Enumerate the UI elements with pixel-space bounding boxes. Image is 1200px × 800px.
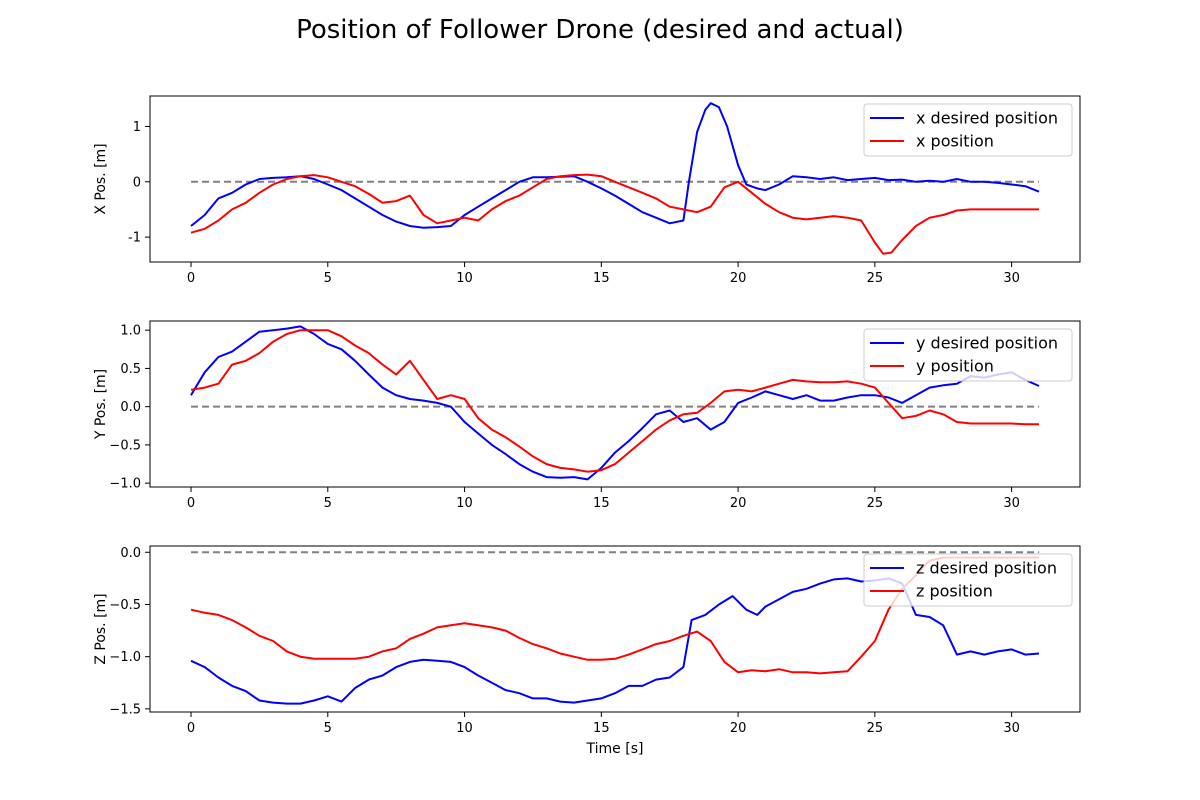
y-tick-label: 1 bbox=[133, 120, 141, 135]
x-tick-label: 30 bbox=[1003, 496, 1020, 511]
series-line-actual bbox=[190, 173, 1039, 255]
x-tick-label: 15 bbox=[593, 271, 610, 286]
legend: z desired position z position bbox=[863, 553, 1073, 607]
y-axis-label: Y Pos. [m] bbox=[93, 369, 109, 440]
legend-label: x position bbox=[916, 132, 994, 151]
axes-frame bbox=[149, 320, 1081, 488]
subplots: 0 5 10 15 20 25 30 -1 0 1 X Pos. [m] x desired posi… bbox=[93, 95, 1081, 757]
y-tick-label: -1 bbox=[128, 231, 141, 246]
axes-frame bbox=[149, 545, 1081, 713]
legend-label: x desired position bbox=[916, 109, 1058, 128]
y-tick-label: 0 bbox=[133, 175, 141, 190]
legend-box bbox=[863, 103, 1073, 157]
x-tick-label: 30 bbox=[1003, 721, 1020, 736]
subplot-3: 0 5 10 15 20 25 30 −1.5 −1.0 −0.5 0.0 Z Pos. [m] Tim… bbox=[93, 545, 1081, 757]
y-tick-label: −1.0 bbox=[109, 477, 141, 492]
legend-label: z desired position bbox=[916, 559, 1057, 578]
legend: x desired position x position bbox=[863, 103, 1073, 157]
x-tick-label: 0 bbox=[187, 721, 195, 736]
x-axis-label: Time [s] bbox=[586, 741, 644, 757]
x-tick-label: 20 bbox=[730, 271, 747, 286]
x-tick-label: 30 bbox=[1003, 271, 1020, 286]
y-tick-label: −1.5 bbox=[109, 702, 141, 717]
y-axis-label: Z Pos. [m] bbox=[93, 593, 109, 664]
x-tick-label: 10 bbox=[456, 496, 473, 511]
x-tick-label: 25 bbox=[867, 496, 884, 511]
legend-box bbox=[863, 328, 1073, 382]
subplot-2: 0 5 10 15 20 25 30 −1.0 −0.5 0.0 0.5 1.0 Y Pos. [m] y… bbox=[93, 320, 1081, 511]
series-line-desired bbox=[190, 102, 1040, 229]
axes-frame bbox=[149, 95, 1081, 263]
legend-label: z position bbox=[916, 582, 993, 601]
x-tick-label: 25 bbox=[867, 271, 884, 286]
figure-title: Position of Follower Drone (desired and … bbox=[296, 15, 904, 45]
series-line-desired bbox=[190, 325, 1040, 481]
legend-box bbox=[863, 553, 1073, 607]
x-tick-label: 10 bbox=[456, 271, 473, 286]
x-tick-label: 10 bbox=[456, 721, 473, 736]
y-tick-label: 1.0 bbox=[120, 324, 141, 339]
x-tick-label: 5 bbox=[324, 271, 332, 286]
series-line-actual bbox=[190, 329, 1039, 473]
x-tick-label: 5 bbox=[324, 496, 332, 511]
y-axis-label: X Pos. [m] bbox=[93, 143, 109, 214]
y-tick-label: −1.0 bbox=[109, 650, 141, 665]
x-tick-label: 15 bbox=[593, 721, 610, 736]
legend-label: y desired position bbox=[916, 334, 1058, 353]
y-tick-label: −0.5 bbox=[109, 438, 141, 453]
x-tick-label: 0 bbox=[187, 271, 195, 286]
x-tick-label: 5 bbox=[324, 721, 332, 736]
y-tick-label: 0.0 bbox=[120, 546, 141, 561]
x-tick-label: 20 bbox=[730, 721, 747, 736]
x-tick-label: 15 bbox=[593, 496, 610, 511]
x-tick-label: 25 bbox=[867, 721, 884, 736]
legend: y desired position y position bbox=[863, 328, 1073, 382]
legend-label: y position bbox=[916, 357, 994, 376]
x-tick-label: 20 bbox=[730, 496, 747, 511]
subplot-1: 0 5 10 15 20 25 30 -1 0 1 X Pos. [m] x desired posi… bbox=[93, 95, 1081, 286]
y-tick-label: 0.0 bbox=[120, 400, 141, 415]
x-tick-label: 0 bbox=[187, 496, 195, 511]
y-tick-label: 0.5 bbox=[120, 362, 141, 377]
y-tick-label: −0.5 bbox=[109, 598, 141, 613]
